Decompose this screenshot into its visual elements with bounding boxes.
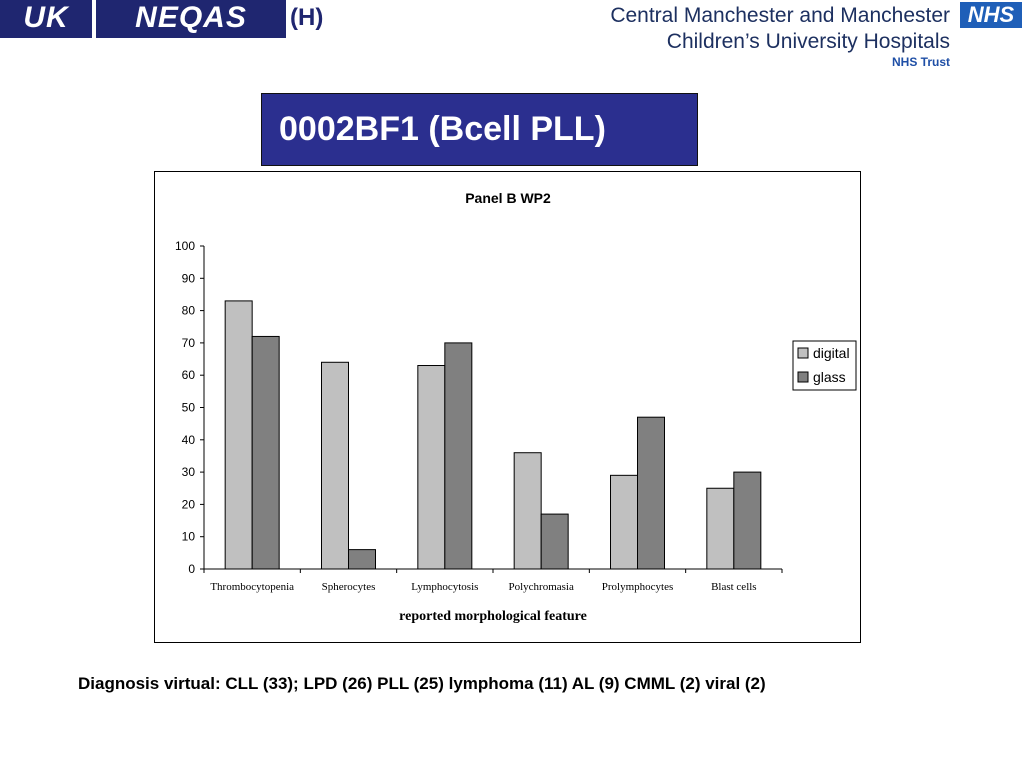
y-tick-label: 20 xyxy=(182,497,196,511)
nhs-badge: NHS xyxy=(960,2,1022,28)
legend-swatch-digital xyxy=(797,347,809,359)
x-tick-label: Polychromasia xyxy=(508,581,573,593)
bar-chart: Panel B WP2 0 10 20 30 40 50 60 70 80 90 100 Thrombo… xyxy=(175,190,857,624)
x-tick-label: Lymphocytosis xyxy=(411,581,478,593)
bar-glass xyxy=(348,549,376,570)
trust-logo: Central Manchester and Manchester Childr… xyxy=(598,0,1024,74)
diagnosis-text: Diagnosis virtual: CLL (33); LPD (26) PL… xyxy=(78,674,766,693)
bar-digital xyxy=(513,452,542,570)
bar-digital xyxy=(417,365,446,570)
y-tick-label: 60 xyxy=(182,368,196,382)
x-tick-label: Prolymphocytes xyxy=(602,581,674,593)
logo-uk-text: UK xyxy=(0,0,92,38)
trust-name-line2: Children’s University Hospitals xyxy=(666,30,950,53)
y-tick-label: 30 xyxy=(182,465,196,479)
y-tick-label: 40 xyxy=(182,433,196,447)
y-tick-label: 50 xyxy=(182,401,196,415)
trust-name-line3: NHS Trust xyxy=(891,55,950,69)
trust-name-line1: Central Manchester and Manchester xyxy=(610,4,950,27)
x-tick-label: Spherocytes xyxy=(322,581,376,593)
bar-digital xyxy=(706,487,735,570)
bar-digital xyxy=(224,300,253,570)
logo-neqas-text: NEQAS xyxy=(96,0,286,38)
y-tick-label: 90 xyxy=(182,271,196,285)
uk-neqas-logo: UK NEQAS (H) xyxy=(0,0,324,38)
legend-label-digital: digital xyxy=(813,345,850,361)
chart-frame: Panel B WP2 0 10 20 30 40 50 60 70 80 90 100 Thrombo… xyxy=(154,171,861,643)
y-tick-label: 0 xyxy=(188,562,195,576)
legend-label-glass: glass xyxy=(813,369,846,385)
logo-suffix: (H) xyxy=(290,4,324,31)
y-tick-label: 10 xyxy=(182,530,196,544)
bar-glass xyxy=(733,471,762,570)
x-axis-label: reported morphological feature xyxy=(399,609,587,624)
bar-glass xyxy=(251,335,280,570)
bar-digital xyxy=(610,474,638,570)
y-tick-label: 80 xyxy=(182,304,196,318)
bar-digital xyxy=(321,361,349,570)
x-tick-label: Blast cells xyxy=(711,581,757,593)
bar-glass xyxy=(444,342,473,570)
bar-glass xyxy=(540,513,569,570)
legend-swatch-glass xyxy=(797,371,809,383)
slide-title: 0002BF1 (Bcell PLL) xyxy=(279,110,606,148)
y-tick-label: 70 xyxy=(182,336,196,350)
y-tick-label: 100 xyxy=(175,239,195,253)
x-tick-label: Thrombocytopenia xyxy=(210,581,294,593)
chart-title: Panel B WP2 xyxy=(465,190,551,206)
bar-glass xyxy=(637,416,665,570)
slide-title-box: 0002BF1 (Bcell PLL) xyxy=(261,93,698,166)
